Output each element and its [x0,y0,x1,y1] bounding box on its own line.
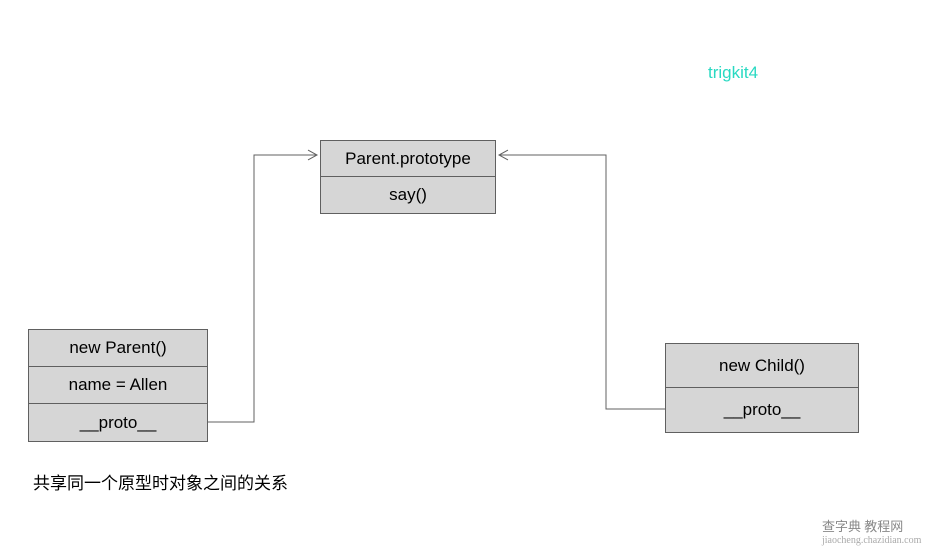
node-cell: new Child() [666,344,858,388]
connector-layer [0,0,942,545]
node-cell: __proto__ [29,404,207,441]
node-cell: Parent.prototype [321,141,495,177]
node-cell: say() [321,177,495,213]
watermark-site: jiaocheng.chazidian.com [822,535,921,546]
node-cell: new Parent() [29,330,207,367]
node-new-child: new Child()__proto__ [665,343,859,433]
node-new-parent: new Parent()name = Allen__proto__ [28,329,208,442]
author-label: trigkit4 [708,63,758,83]
node-cell: name = Allen [29,367,207,404]
diagram-caption: 共享同一个原型时对象之间的关系 [33,469,288,494]
node-cell: __proto__ [666,388,858,432]
watermark: 查字典 教程网 jiaocheng.chazidian.com [822,516,921,546]
node-parent-prototype: Parent.prototypesay() [320,140,496,214]
watermark-label: 查字典 教程网 [822,519,903,534]
